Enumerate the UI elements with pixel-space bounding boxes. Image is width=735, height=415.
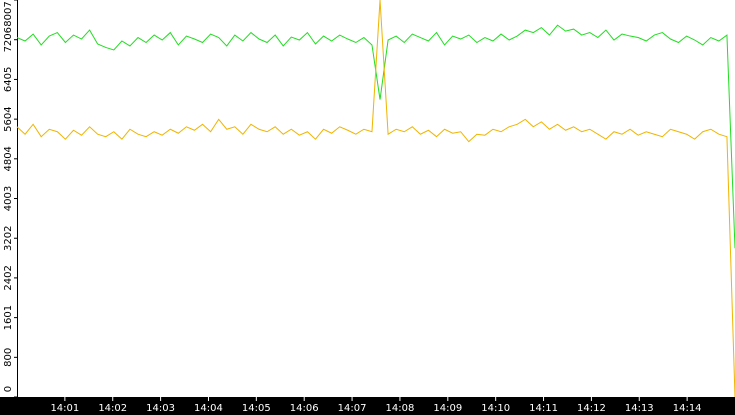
- y-tick-label: 8007: [3, 1, 14, 26]
- y-tick-label: 800: [3, 348, 14, 367]
- x-tick-label: 14:01: [50, 403, 79, 414]
- x-tick-label: 14:08: [386, 403, 415, 414]
- x-tick-label: 14:06: [290, 403, 319, 414]
- y-tick-label: 5604: [3, 106, 14, 131]
- x-tick-label: 14:04: [194, 403, 223, 414]
- y-tick-label: 2402: [3, 265, 14, 290]
- y-tick-label: 1601: [3, 305, 14, 330]
- x-tick-label: 14:14: [673, 403, 702, 414]
- y-tick-label: 0: [3, 386, 14, 392]
- x-tick-label: 14:12: [577, 403, 606, 414]
- y-tick-label: 7206: [3, 27, 14, 52]
- y-tick-label: 4804: [3, 146, 14, 171]
- time-axis-strip: [0, 397, 735, 415]
- x-tick-label: 14:05: [242, 403, 271, 414]
- x-tick-label: 14:03: [146, 403, 175, 414]
- y-tick-label: 6405: [3, 67, 14, 92]
- x-tick-label: 14:13: [625, 403, 654, 414]
- x-tick-label: 14:09: [433, 403, 462, 414]
- y-tick-label: 3202: [3, 226, 14, 251]
- x-tick-label: 14:11: [529, 403, 558, 414]
- x-tick-label: 14:07: [338, 403, 367, 414]
- x-tick-label: 14:10: [481, 403, 510, 414]
- series-line: [16, 0, 735, 398]
- x-tick-label: 14:02: [98, 403, 127, 414]
- y-tick-label: 4003: [3, 186, 14, 211]
